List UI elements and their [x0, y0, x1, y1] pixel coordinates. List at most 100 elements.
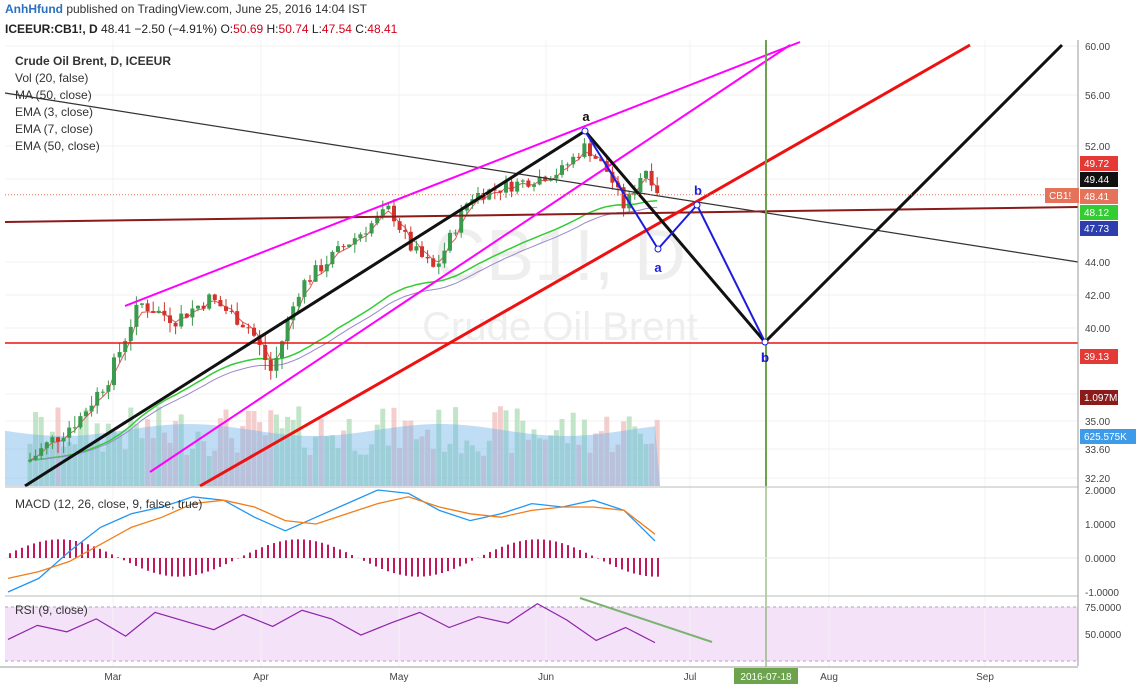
candle: [246, 327, 251, 329]
trend-drawings[interactable]: [4, 40, 1079, 668]
candle: [224, 306, 228, 311]
volume-bar: [262, 435, 268, 486]
candle: [145, 303, 150, 312]
candle: [106, 385, 111, 392]
volume-bar: [89, 444, 95, 486]
pattern-label: b: [761, 350, 769, 365]
candle: [156, 310, 161, 313]
time-tick-label: 2016-07-18: [740, 672, 792, 683]
candle: [179, 313, 184, 327]
candle: [526, 180, 531, 187]
black-abc-pattern[interactable]: [24, 43, 1064, 488]
pattern-label: b: [761, 350, 769, 365]
price-pane[interactable]: [5, 40, 1078, 486]
candle: [263, 344, 268, 360]
volume-bar: [122, 449, 128, 486]
pattern-point[interactable]: [693, 201, 701, 209]
volume-bar: [341, 430, 347, 486]
macd-signal-line: [7, 496, 656, 580]
volume-bar: [61, 446, 67, 486]
red-trend-line[interactable]: [199, 43, 971, 488]
time-tick-label: Aug: [820, 672, 838, 683]
volume-bar: [335, 447, 341, 486]
candle: [173, 322, 178, 327]
macd-title[interactable]: MACD (12, 26, close, 9, false, true): [15, 497, 202, 511]
price-tick-label: 40.00: [1085, 324, 1110, 335]
pattern-point[interactable]: [581, 127, 589, 135]
candle: [403, 229, 408, 232]
volume-bar: [402, 420, 408, 486]
volume-bar: [497, 406, 503, 486]
author-link[interactable]: AnhHfund: [5, 2, 63, 16]
volume-bar: [621, 421, 627, 486]
close-value: 48.41: [367, 22, 398, 36]
volume-bar: [66, 441, 72, 486]
candle: [571, 156, 576, 165]
blue-abc-pattern[interactable]: [584, 130, 766, 343]
candle: [492, 189, 497, 191]
volume-bar: [27, 443, 33, 486]
candle: [112, 357, 116, 386]
rsi-title[interactable]: RSI (9, close): [15, 603, 88, 617]
time-tick-label: May: [390, 672, 409, 683]
candle: [543, 176, 548, 181]
pattern-point[interactable]: [761, 338, 769, 346]
pattern-point[interactable]: [654, 245, 662, 253]
price-tag-box: [1080, 349, 1118, 364]
candle: [436, 263, 441, 267]
candle: [554, 174, 559, 179]
time-axis[interactable]: [0, 667, 1142, 690]
black-downtrend-line[interactable]: [4, 92, 1079, 263]
candle: [313, 265, 318, 282]
price-tag-box: [1080, 205, 1118, 220]
candle: [28, 459, 32, 462]
candlesticks: [28, 138, 660, 463]
volume-bar: [576, 444, 582, 486]
pattern-label: a: [654, 260, 662, 275]
price-tick-label: 52.00: [1085, 142, 1110, 153]
candle: [95, 391, 100, 406]
rsi-line: [7, 603, 656, 644]
rsi-divergence-line[interactable]: [579, 597, 713, 643]
candle: [218, 300, 223, 307]
candle: [588, 143, 592, 157]
low-label: L:: [311, 22, 322, 36]
volume-bar: [408, 420, 414, 486]
volume-bar: [100, 451, 106, 486]
candle: [50, 437, 55, 443]
magenta-channel-bottom[interactable]: [149, 44, 791, 473]
volume-bar: [357, 454, 363, 486]
candle: [89, 405, 94, 412]
candle: [302, 280, 307, 297]
candle: [448, 232, 452, 251]
volume-bar: [268, 410, 274, 486]
candle: [655, 185, 660, 194]
candle: [459, 210, 464, 233]
candle: [341, 246, 346, 248]
volume-bar: [425, 429, 431, 486]
candle: [425, 256, 430, 259]
volume-bar: [184, 454, 190, 486]
magenta-channel-top[interactable]: [124, 41, 801, 307]
volume-bar: [643, 444, 649, 486]
volume-bar: [206, 455, 212, 486]
candle: [285, 320, 290, 342]
chart-title[interactable]: Crude Oil Brent, D, ICEEUR: [15, 54, 171, 68]
price-tags: 49.72 49.44 CB1! 48.41 48.12 47.73 39.13 1.097M…: [5, 156, 1136, 444]
volume-bar: [301, 447, 307, 486]
time-tick-label: Jul: [684, 672, 697, 683]
price-tag-box: [1080, 221, 1118, 236]
volume-bar: [598, 431, 604, 486]
candle: [487, 189, 492, 200]
candle: [420, 246, 424, 257]
volume-bar: [251, 411, 257, 486]
volume-bar: [531, 429, 537, 486]
volume-bar: [234, 452, 240, 486]
candle: [565, 164, 570, 166]
candle: [61, 437, 66, 442]
symbol-label[interactable]: ICEEUR:CB1!, D: [5, 22, 98, 36]
candle: [537, 176, 542, 185]
candle: [84, 411, 88, 417]
candle: [644, 170, 648, 179]
